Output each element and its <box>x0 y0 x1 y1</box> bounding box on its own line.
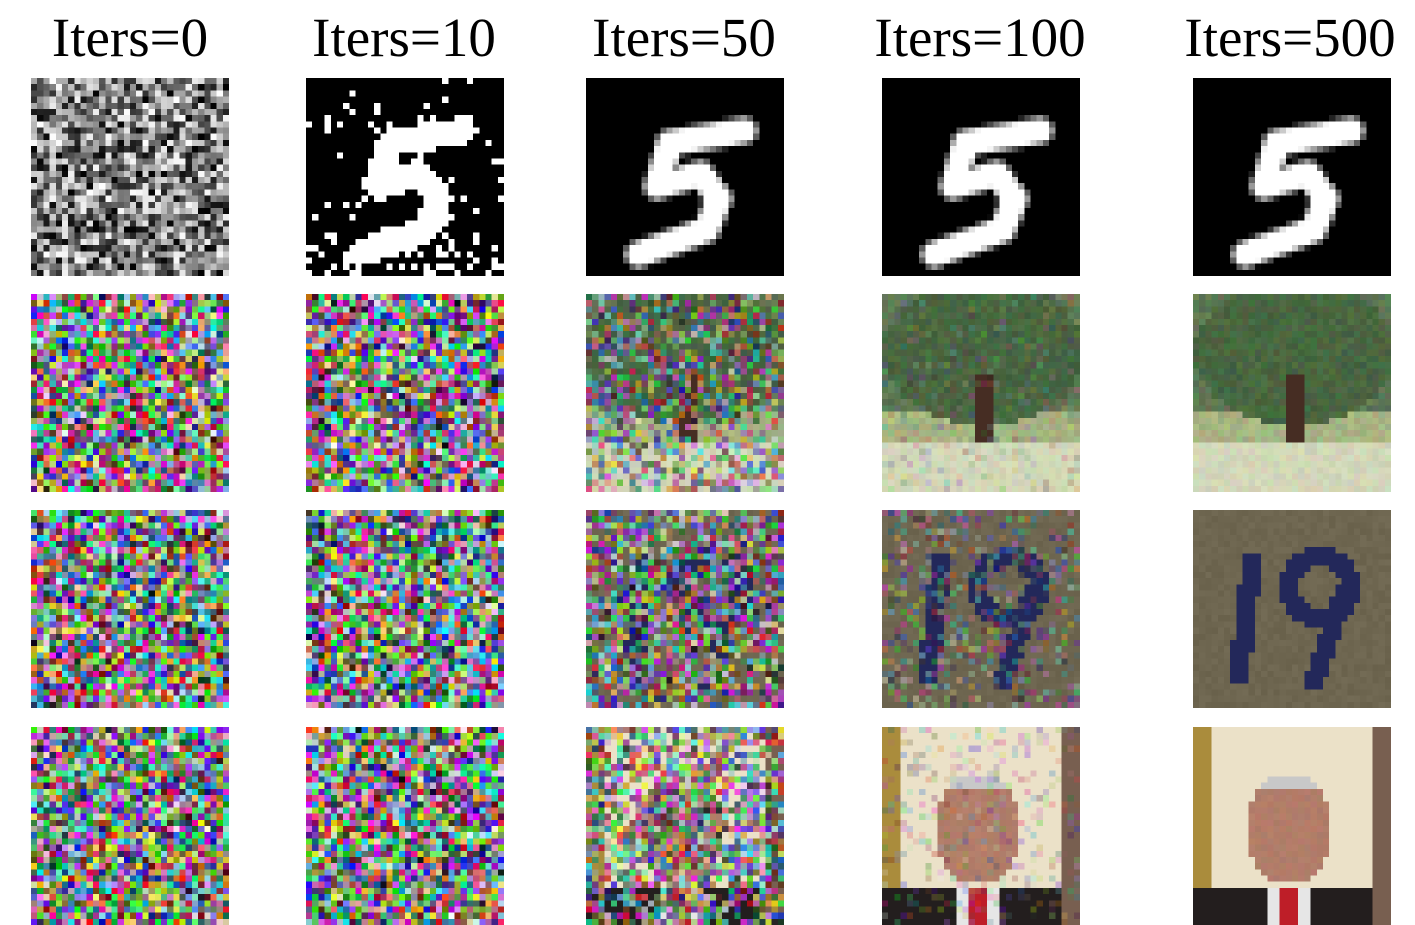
sample-image-row1-col5 <box>1193 78 1391 276</box>
sample-image-canvas <box>586 727 784 925</box>
sample-image-canvas <box>31 294 229 492</box>
sample-image-row3-col4 <box>882 510 1080 708</box>
sample-image-canvas <box>586 78 784 276</box>
sample-image-row4-col5 <box>1193 727 1391 925</box>
sample-image-canvas <box>1193 510 1391 708</box>
sample-image-row3-col5 <box>1193 510 1391 708</box>
sample-image-row2-col1 <box>31 294 229 492</box>
sample-image-canvas <box>586 510 784 708</box>
sample-image-canvas <box>882 78 1080 276</box>
sample-image-canvas <box>882 294 1080 492</box>
sample-image-canvas <box>882 510 1080 708</box>
sample-image-row2-col5 <box>1193 294 1391 492</box>
column-header-iters-500: Iters=500 <box>1184 7 1396 68</box>
sample-image-row3-col2 <box>306 510 504 708</box>
sample-image-row2-col2 <box>306 294 504 492</box>
sample-image-canvas <box>1193 78 1391 276</box>
sample-image-canvas <box>31 727 229 925</box>
sample-image-row2-col4 <box>882 294 1080 492</box>
sample-image-canvas <box>31 510 229 708</box>
sample-image-canvas <box>306 78 504 276</box>
sample-image-row4-col1 <box>31 727 229 925</box>
sample-image-canvas <box>1193 727 1391 925</box>
sample-image-canvas <box>306 294 504 492</box>
sample-image-canvas <box>31 78 229 276</box>
sample-image-row1-col1 <box>31 78 229 276</box>
sample-image-row4-col2 <box>306 727 504 925</box>
sample-image-canvas <box>306 510 504 708</box>
column-header-iters-100: Iters=100 <box>874 7 1086 68</box>
sample-image-canvas <box>306 727 504 925</box>
sample-image-row4-col3 <box>586 727 784 925</box>
sample-image-row1-col3 <box>586 78 784 276</box>
sample-image-row2-col3 <box>586 294 784 492</box>
sample-image-canvas <box>586 294 784 492</box>
sample-image-row4-col4 <box>882 727 1080 925</box>
sample-image-canvas <box>1193 294 1391 492</box>
sample-image-row3-col1 <box>31 510 229 708</box>
column-header-iters-50: Iters=50 <box>592 7 776 68</box>
sample-image-canvas <box>882 727 1080 925</box>
sample-image-row1-col4 <box>882 78 1080 276</box>
column-header-iters-10: Iters=10 <box>312 7 496 68</box>
column-header-iters-0: Iters=0 <box>51 7 209 68</box>
sample-image-row1-col2 <box>306 78 504 276</box>
sample-image-row3-col3 <box>586 510 784 708</box>
